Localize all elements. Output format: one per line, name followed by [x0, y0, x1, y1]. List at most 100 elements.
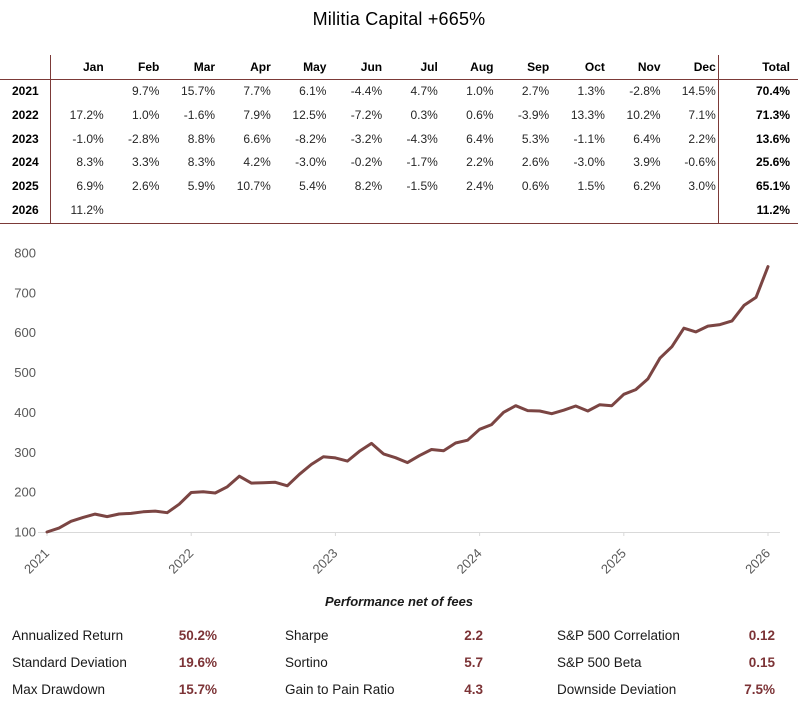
monthly-return-cell: 0.3% [410, 107, 438, 122]
stat-row: Standard Deviation 19.6% [12, 649, 217, 676]
x-axis-label: 2025 [598, 546, 629, 577]
header-month: Feb [105, 55, 162, 80]
y-axis-label: 300 [14, 445, 36, 460]
row-year: 2024 [12, 155, 39, 170]
monthly-return-cell: 6.4% [633, 131, 661, 146]
header-month: Dec [662, 55, 719, 80]
stat-row: S&P 500 Correlation 0.12 [557, 622, 775, 649]
y-axis-label: 100 [14, 525, 36, 540]
monthly-return-cell: 12.5% [292, 107, 327, 122]
monthly-return-cell: 6.9% [49, 175, 106, 199]
table-body: 2021 9.7% 15.7% 7.7% 6.1% -4.4% 4.7% 1.0% 2.7% 1.… [0, 79, 798, 224]
monthly-return-cell: 5.3% [521, 131, 550, 146]
monthly-return-cell: 14.5% [681, 84, 716, 98]
stat-label: Annualized Return [12, 628, 124, 643]
monthly-return-cell: -1.7% [406, 155, 438, 170]
monthly-return-cell: 1.0% [132, 107, 160, 122]
monthly-return-cell: -1.0% [49, 127, 106, 152]
monthly-return-cell: 4.7% [410, 84, 438, 98]
monthly-return-cell: 5.9% [187, 179, 216, 194]
monthly-return-cell: -3.0% [295, 155, 327, 170]
stat-value: 50.2% [178, 628, 217, 643]
row-total: 11.2% [717, 198, 798, 224]
stat-value: 5.7 [464, 655, 483, 670]
monthly-return-cell: 5.4% [299, 179, 327, 194]
row-year: 2023 [12, 131, 39, 146]
header-month: Sep [495, 55, 552, 80]
table-row: 2022 17.2% 1.0% -1.6% 7.9% 12.5% -7.2% 0.3% 0.6%… [0, 103, 798, 128]
monthly-return-cell: 6.6% [243, 131, 271, 146]
stat-row: Downside Deviation 7.5% [557, 676, 775, 703]
monthly-return-cell [662, 198, 719, 224]
chart-caption: Performance net of fees [324, 594, 474, 609]
stats-panel: Annualized Return 50.2% Standard Deviation… [0, 622, 798, 707]
header-month: Jan [49, 55, 106, 80]
header-month: Jul [384, 55, 440, 80]
stat-row: Gain to Pain Ratio 4.3 [285, 676, 483, 703]
stat-value: 2.2 [464, 628, 483, 643]
row-total: 25.6% [717, 151, 798, 176]
monthly-return-cell: -2.8% [128, 131, 160, 146]
monthly-return-cell: 7.1% [688, 107, 716, 122]
monthly-return-cell [328, 198, 385, 224]
table-row: 2021 9.7% 15.7% 7.7% 6.1% -4.4% 4.7% 1.0% 2.7% 1.… [0, 79, 798, 104]
header-total: Total [717, 55, 798, 80]
table-row: 2026 11.2% 11.2% [0, 198, 798, 224]
row-total: 13.6% [717, 127, 798, 152]
row-total: 70.4% [717, 79, 798, 104]
stats-column: S&P 500 Correlation 0.12 S&P 500 Beta 0.15 D… [557, 622, 775, 703]
header-month: May [272, 55, 329, 80]
stat-row: Sharpe 2.2 [285, 622, 483, 649]
row-total: 65.1% [717, 175, 798, 199]
y-axis-label: 700 [14, 285, 36, 300]
y-axis-label: 400 [14, 405, 36, 420]
stat-label: Downside Deviation [557, 682, 677, 697]
monthly-return-cell: 10.7% [236, 179, 271, 194]
table-header: Jan Feb Mar Apr May Jun Jul Aug Sep Oct Nov Dec Tota… [0, 55, 798, 80]
stat-label: Sharpe [285, 628, 329, 643]
y-axis-label: 200 [14, 485, 36, 500]
monthly-return-cell: 2.7% [521, 84, 550, 98]
monthly-returns-table: Jan Feb Mar Apr May Jun Jul Aug Sep Oct Nov Dec Tota… [0, 55, 798, 224]
monthly-return-cell: 2.4% [466, 179, 494, 194]
monthly-return-cell: 0.6% [466, 107, 494, 122]
monthly-return-cell: 3.3% [132, 155, 160, 170]
monthly-return-cell: -7.2% [350, 107, 383, 122]
monthly-return-cell: -2.8% [629, 84, 661, 98]
monthly-return-cell: -8.2% [295, 131, 327, 146]
monthly-return-cell [495, 198, 552, 224]
monthly-return-cell [384, 198, 440, 224]
monthly-return-cell: -3.9% [517, 107, 550, 122]
monthly-return-cell: 10.2% [626, 107, 661, 122]
monthly-return-cell: 2.6% [132, 179, 160, 194]
row-year: 2021 [12, 84, 39, 98]
stat-label: Sortino [285, 655, 328, 670]
monthly-return-cell [217, 198, 273, 224]
monthly-return-cell [272, 198, 329, 224]
stat-row: S&P 500 Beta 0.15 [557, 649, 775, 676]
stat-value: 0.15 [748, 655, 775, 670]
stat-value: 7.5% [744, 682, 775, 697]
row-total: 71.3% [717, 103, 798, 128]
monthly-return-cell: -1.6% [183, 107, 216, 122]
monthly-return-cell: 11.2% [49, 198, 106, 224]
x-axis-label: 2026 [742, 546, 773, 577]
stat-row: Max Drawdown 15.7% [12, 676, 217, 703]
monthly-return-cell: -0.2% [350, 155, 383, 170]
stat-value: 19.6% [178, 655, 217, 670]
row-year: 2025 [12, 179, 39, 194]
x-axis-label: 2022 [165, 546, 196, 577]
header-month: Apr [217, 55, 273, 80]
monthly-return-cell: 4.2% [243, 155, 271, 170]
performance-chart: 100 200 300 400 500 600 700 800 2021 2022 2023 2024… [0, 232, 798, 582]
performance-line-chart-svg: 100 200 300 400 500 600 700 800 2021 2022 2023 2024… [14, 246, 780, 577]
monthly-return-cell [161, 198, 218, 224]
header-month: Nov [606, 55, 663, 80]
monthly-return-cell: 7.7% [243, 84, 271, 98]
monthly-return-cell: 7.9% [243, 107, 271, 122]
x-axis-label: 2024 [454, 546, 485, 577]
monthly-return-cell [49, 79, 106, 104]
stats-column: Sharpe 2.2 Sortino 5.7 Gain to Pain Ratio 4.3 [285, 622, 483, 703]
header-month: Oct [551, 55, 607, 80]
